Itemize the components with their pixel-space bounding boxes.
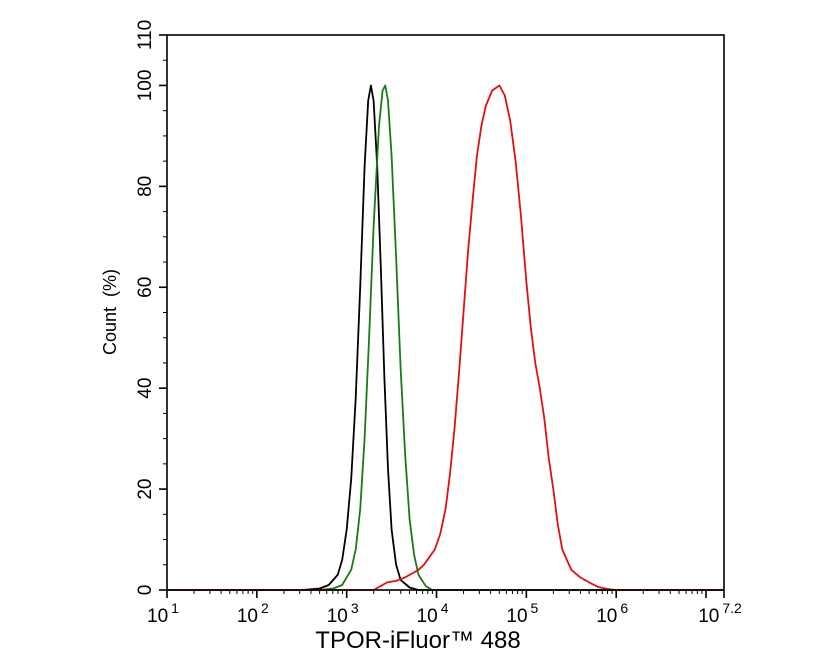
curve-green-isotype: [167, 84, 724, 591]
x-tick-label: 10 3: [327, 600, 359, 627]
x-tick-label: 10 6: [596, 600, 628, 627]
x-tick-label: 10 2: [237, 600, 269, 627]
y-tick-label: 40: [135, 378, 156, 399]
y-axis-title: Count (%): [100, 269, 120, 355]
histogram-curves: [167, 84, 724, 591]
y-tick-label: 80: [135, 176, 156, 197]
curve-red-TPOR: [167, 84, 724, 591]
y-tick-label: 20: [135, 479, 156, 500]
y-tick-label: 0: [135, 585, 156, 596]
y-tick-label: 100: [135, 70, 156, 102]
y-tick-label: 110: [135, 20, 156, 50]
y-axis: 0 20 40 60 80 100 110: [135, 20, 167, 595]
x-tick-label: 10 5: [506, 600, 538, 627]
y-tick-label: 60: [135, 277, 156, 298]
curve-black-control: [167, 84, 724, 591]
x-tick-label: 10 7.2: [698, 600, 742, 627]
x-axis: 10 1 10 2 10 3 10 4 10 5 10 6 10 7.2: [147, 590, 742, 627]
x-tick-label: 10 1: [147, 600, 179, 627]
x-tick-label: 10 4: [417, 600, 449, 627]
x-axis-title: TPOR-iFluor™ 488: [315, 627, 520, 654]
